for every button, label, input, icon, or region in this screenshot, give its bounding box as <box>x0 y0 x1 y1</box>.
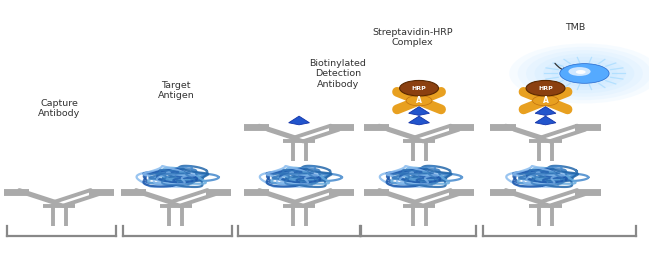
Polygon shape <box>289 116 309 125</box>
Circle shape <box>526 50 643 97</box>
Polygon shape <box>535 116 556 125</box>
Circle shape <box>568 67 591 76</box>
Text: HRP: HRP <box>538 86 553 91</box>
Circle shape <box>576 70 586 74</box>
Circle shape <box>551 60 617 87</box>
Circle shape <box>534 54 634 93</box>
Text: Streptavidin-HRP
Complex: Streptavidin-HRP Complex <box>372 28 453 47</box>
Circle shape <box>543 57 626 90</box>
Text: TMB: TMB <box>565 23 585 32</box>
Text: Target
Antigen: Target Antigen <box>157 81 194 100</box>
Circle shape <box>560 64 609 83</box>
Circle shape <box>526 80 565 96</box>
Polygon shape <box>535 107 556 115</box>
Text: HRP: HRP <box>411 86 426 91</box>
Polygon shape <box>409 116 430 125</box>
Circle shape <box>400 80 439 96</box>
Text: A: A <box>543 96 549 105</box>
Text: A: A <box>416 96 422 105</box>
Circle shape <box>532 95 558 106</box>
Circle shape <box>509 43 650 103</box>
Circle shape <box>406 95 432 106</box>
Polygon shape <box>409 107 430 115</box>
Text: Capture
Antibody: Capture Antibody <box>38 99 80 118</box>
Text: Biotinylated
Detection
Antibody: Biotinylated Detection Antibody <box>309 59 367 89</box>
Circle shape <box>517 47 650 100</box>
